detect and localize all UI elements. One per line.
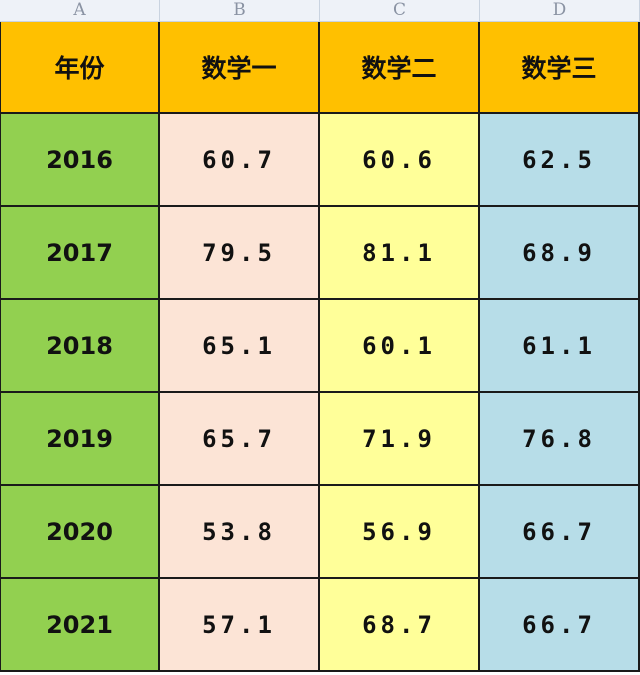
column-header-d[interactable]: D — [480, 0, 640, 22]
math3-cell[interactable]: 68.9 — [480, 207, 640, 300]
column-header-b[interactable]: B — [160, 0, 320, 22]
math1-cell[interactable]: 65.1 — [160, 300, 320, 393]
year-cell[interactable]: 2020 — [0, 486, 160, 579]
math2-cell[interactable]: 60.1 — [320, 300, 480, 393]
math2-cell[interactable]: 71.9 — [320, 393, 480, 486]
column-header-c[interactable]: C — [320, 0, 480, 22]
year-cell[interactable]: 2016 — [0, 114, 160, 207]
math2-cell[interactable]: 81.1 — [320, 207, 480, 300]
math3-cell[interactable]: 66.7 — [480, 579, 640, 672]
math2-cell[interactable]: 60.6 — [320, 114, 480, 207]
math3-cell[interactable]: 62.5 — [480, 114, 640, 207]
math3-cell[interactable]: 61.1 — [480, 300, 640, 393]
column-header-row: A B C D — [0, 0, 640, 22]
math1-cell[interactable]: 60.7 — [160, 114, 320, 207]
math1-cell[interactable]: 57.1 — [160, 579, 320, 672]
year-cell[interactable]: 2018 — [0, 300, 160, 393]
header-cell-math3[interactable]: 数学三 — [480, 22, 640, 114]
math3-cell[interactable]: 66.7 — [480, 486, 640, 579]
math2-cell[interactable]: 56.9 — [320, 486, 480, 579]
year-cell[interactable]: 2017 — [0, 207, 160, 300]
year-cell[interactable]: 2019 — [0, 393, 160, 486]
spreadsheet-grid: 年份 数学一 数学二 数学三 2016 60.7 60.6 62.5 2017 … — [0, 22, 640, 675]
math1-cell[interactable]: 65.7 — [160, 393, 320, 486]
column-header-a[interactable]: A — [0, 0, 160, 22]
header-cell-math1[interactable]: 数学一 — [160, 22, 320, 114]
header-cell-year[interactable]: 年份 — [0, 22, 160, 114]
math1-cell[interactable]: 79.5 — [160, 207, 320, 300]
math3-cell[interactable]: 76.8 — [480, 393, 640, 486]
math1-cell[interactable]: 53.8 — [160, 486, 320, 579]
math2-cell[interactable]: 68.7 — [320, 579, 480, 672]
header-cell-math2[interactable]: 数学二 — [320, 22, 480, 114]
year-cell[interactable]: 2021 — [0, 579, 160, 672]
